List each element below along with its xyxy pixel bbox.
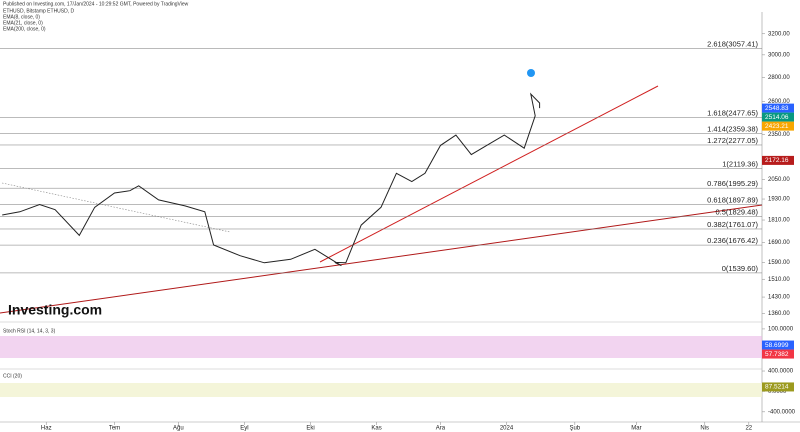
fib-label: 0.236(1676.42) [707, 236, 758, 245]
indicator: EMA(200, close, 0) [3, 26, 46, 32]
y-tick-label: 1590.00 [768, 260, 790, 266]
price-badge [762, 155, 794, 165]
published: Published on Investing.com, 17/Jan/2024 … [3, 1, 189, 7]
fib-label: 1.272(2277.05) [707, 136, 758, 145]
y-tick-label: 1810.00 [768, 218, 790, 224]
x-tick-label: Eki [306, 426, 314, 432]
y-tick-label: 2800.00 [768, 75, 790, 81]
y-tick-label: 1510.00 [768, 277, 790, 283]
price-badge-label: 2423.21 [765, 123, 789, 130]
indicator-badge-label: 58.6999 [765, 342, 789, 349]
x-tick-label: 2024 [500, 426, 514, 432]
y-tick-label: 100.0000 [768, 326, 794, 332]
fib-label: 0(1539.60) [722, 264, 759, 273]
indicator-badge [762, 349, 794, 359]
indicator: EMA(21, close, 0) [3, 20, 43, 26]
panel-title: CCI (20) [3, 373, 22, 379]
fib-label: 1(2119.36) [722, 159, 758, 168]
price-badge-label: 2548.83 [765, 105, 789, 112]
fib-label: 0.786(1995.29) [707, 179, 758, 188]
x-tick-label: Şub [569, 426, 580, 432]
x-tick-label: Ağu [173, 426, 184, 432]
y-tick-label: 3000.00 [768, 52, 790, 58]
fib-label: 0.618(1897.89) [707, 196, 758, 205]
y-tick-label: 1690.00 [768, 240, 790, 246]
y-tick-label: 1360.00 [768, 311, 790, 317]
x-tick-label: Kas [371, 426, 381, 432]
panel-title: Stoch RSI (14, 14, 3, 3) [3, 328, 56, 334]
event-marker [527, 69, 535, 77]
indicator: EMA(8, close, 0) [3, 14, 40, 20]
indicator-badge [762, 340, 794, 350]
cci-band [0, 383, 762, 397]
y-tick-label: 2600.00 [768, 99, 790, 105]
y-tick-label: 2050.00 [768, 177, 790, 183]
indicator-badge [762, 382, 794, 392]
x-tick-label: Nis [700, 426, 709, 432]
x-tick-label: Eyl [240, 426, 248, 432]
fib-label: 0.382(1761.07) [707, 220, 758, 229]
x-tick-label: 22 [745, 426, 752, 432]
y-tick-label: 1930.00 [768, 197, 790, 203]
indicator-badge-label: 57.7382 [765, 351, 789, 358]
y-tick-label: 1430.00 [768, 295, 790, 301]
y-tick-label: 3200.00 [768, 31, 790, 37]
y-tick-label: 400.0000 [768, 369, 794, 375]
y-tick-label: 0.0000 [768, 389, 787, 395]
x-tick-label: Tem [109, 426, 120, 432]
fib-label: 2.618(3057.41) [707, 40, 758, 49]
logo: Investing.com [8, 302, 102, 318]
price-badge-label: 2172.16 [765, 157, 789, 164]
trend-line [319, 85, 659, 263]
trend-line [0, 204, 763, 314]
indicator-badge-label: 87.5214 [765, 384, 789, 391]
price-badge [762, 121, 794, 131]
symbol: ETHUSD, Bitstamp ETHUSD, D [3, 8, 75, 14]
fib-label: 1.618(2477.65) [707, 108, 758, 117]
price-badge-label: 2514.06 [765, 114, 789, 121]
y-tick-label: -400.0000 [768, 409, 796, 415]
fib-label: 1.414(2359.38) [707, 124, 758, 133]
stoch-band [0, 336, 762, 358]
x-tick-label: Haz [41, 426, 52, 432]
x-tick-label: Ara [436, 426, 446, 432]
y-tick-label: 2350.00 [768, 132, 790, 138]
fib-label: 0.5(1829.48) [715, 208, 758, 217]
x-tick-label: Mar [631, 426, 641, 432]
price-badge [762, 112, 794, 122]
price-badge [762, 103, 794, 113]
price-line [2, 92, 541, 267]
